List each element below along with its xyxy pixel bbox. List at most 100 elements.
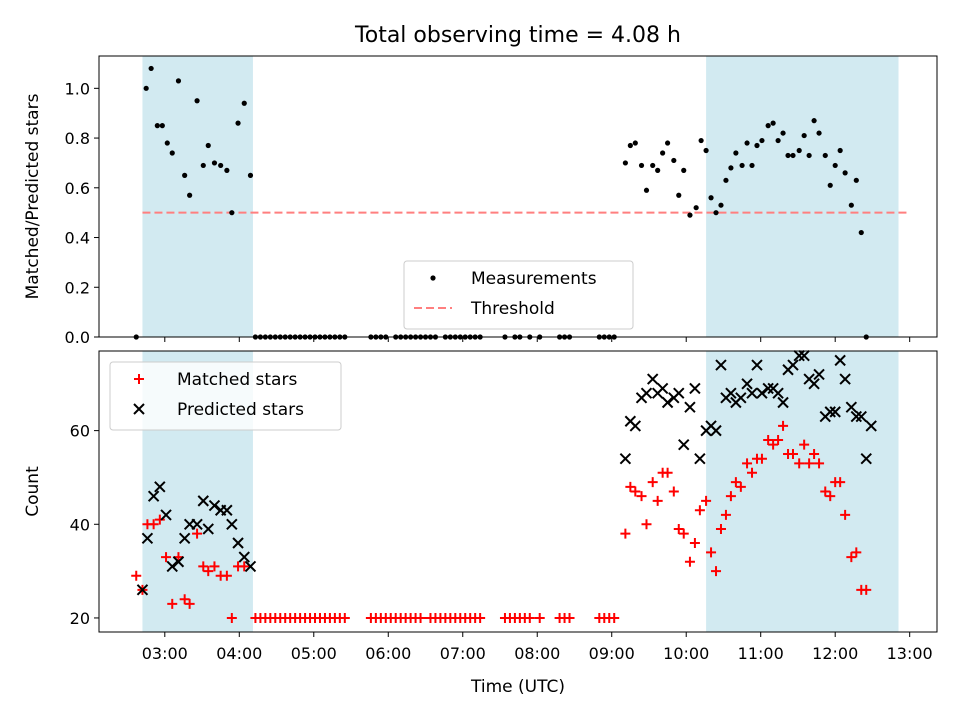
legend-label: Threshold <box>470 299 555 319</box>
matched-star-point <box>799 439 810 450</box>
predicted-star-point <box>136 584 149 596</box>
matched-star-point <box>131 570 142 581</box>
predicted-star-point <box>221 504 233 516</box>
predicted-star-point <box>208 499 221 512</box>
measurement-point <box>785 152 791 159</box>
measurement-point <box>801 132 807 139</box>
matched-star-point <box>641 519 652 530</box>
matched-star-point <box>192 528 203 539</box>
predicted-star-point <box>689 382 701 395</box>
matched-star-point <box>668 486 679 497</box>
matched-star-point <box>742 458 753 469</box>
matched-star-point <box>756 453 767 464</box>
predicted-star-point <box>710 424 722 437</box>
predicted-star-point <box>172 556 185 568</box>
matched-star-point <box>768 439 779 450</box>
measurement-point <box>182 172 188 178</box>
legend-box <box>403 260 634 330</box>
measurement-point <box>676 192 682 198</box>
measurement-point <box>205 142 211 149</box>
predicted-star-point <box>777 396 789 409</box>
predicted-star-point <box>678 438 690 451</box>
legend-marker <box>134 374 144 384</box>
matched-star-point <box>735 481 746 492</box>
matched-star-point <box>773 434 784 445</box>
predicted-star-point <box>661 396 674 409</box>
measurement-point <box>796 147 802 154</box>
measurement-point <box>759 137 765 144</box>
measurement-point <box>703 147 709 154</box>
measurement-point <box>169 150 175 156</box>
matched-star-point <box>825 491 836 502</box>
predicted-star-point <box>772 387 784 399</box>
y-tick-label: 40 <box>70 515 90 534</box>
measurement-point <box>790 152 796 159</box>
measurement-point <box>154 123 160 129</box>
predicted-star-point <box>166 560 178 573</box>
matched-star-point <box>609 612 620 623</box>
legend-label: Measurements <box>471 269 597 289</box>
predicted-star-point <box>191 518 203 530</box>
predicted-star-point <box>762 382 774 395</box>
measurement-point <box>627 142 633 149</box>
y-tick-label: 0.6 <box>65 179 90 198</box>
x-tick-label: 09:00 <box>589 644 635 663</box>
matched-star-point <box>694 505 705 516</box>
predicted-star-point <box>865 420 877 432</box>
legend-label: Matched stars <box>177 370 297 390</box>
legend-marker <box>133 403 145 415</box>
shaded-interval-0 <box>142 56 253 337</box>
matched-star-point <box>809 449 820 460</box>
y-axis-label: Count <box>23 466 43 517</box>
matched-star-point <box>673 523 684 534</box>
x-tick-label: 07:00 <box>440 644 486 663</box>
measurement-point <box>194 98 200 104</box>
measurement-point <box>728 165 734 171</box>
predicted-star-point <box>715 359 727 371</box>
measurement-point <box>681 167 687 173</box>
axes-frame <box>98 350 938 633</box>
count-panel: 20 40 60 03:00 04:00 05:00 06:00 07:00 08:00 09:0… <box>23 349 938 663</box>
measurement-point <box>744 140 750 146</box>
measurement-point <box>187 192 193 198</box>
measurement-point <box>224 167 230 173</box>
predicted-star-point <box>694 453 706 465</box>
measurement-point <box>671 157 677 164</box>
matched-star-point <box>747 467 758 478</box>
y-tick-label: 60 <box>70 422 90 441</box>
y-tick-label: 1.0 <box>65 79 90 98</box>
matched-star-point <box>647 477 658 488</box>
matched-star-point <box>221 570 232 581</box>
matched-star-point <box>711 566 722 577</box>
measurement-point <box>218 162 224 169</box>
predicted-star-point <box>808 378 820 390</box>
measurement-point <box>718 202 724 208</box>
x-tick-label: 04:00 <box>216 644 262 663</box>
measurement-point <box>200 162 206 169</box>
x-tick-label: 06:00 <box>365 644 411 663</box>
measurement-point <box>713 210 719 216</box>
matched-star-point <box>851 547 862 558</box>
matched-star-point <box>475 612 486 623</box>
measurement-point <box>837 147 843 154</box>
matched-star-point <box>725 491 736 502</box>
predicted-star-point <box>238 551 250 563</box>
measurement-point <box>638 162 645 169</box>
predicted-star-point <box>725 387 737 399</box>
measurement-point <box>775 137 781 144</box>
measurement-point <box>650 162 656 169</box>
predicted-star-point <box>735 392 747 404</box>
ratio-panel: 0.0 0.2 0.4 0.6 0.8 1.0 Matched/Predicted star… <box>23 55 938 347</box>
measurement-point <box>655 167 661 173</box>
measurement-point <box>660 150 666 156</box>
matched-star-point <box>678 528 689 539</box>
matched-star-point <box>720 509 731 520</box>
predicted-star-point <box>829 406 841 418</box>
measurement-point <box>622 160 628 166</box>
measurement-point <box>754 142 760 149</box>
predicted-star-point <box>793 349 805 362</box>
measurement-point <box>643 187 650 193</box>
matched-star-point <box>203 566 214 577</box>
measurement-point <box>708 195 714 201</box>
matched-star-point <box>636 491 647 502</box>
